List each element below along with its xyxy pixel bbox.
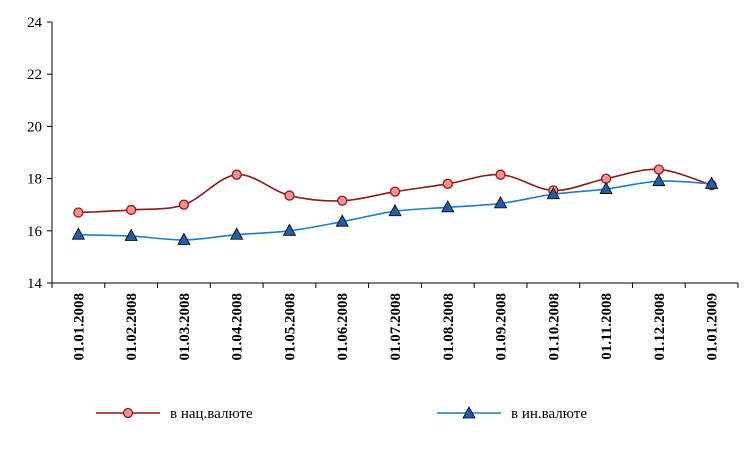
y-tick-label: 14 [27, 276, 43, 292]
data-point [441, 199, 455, 213]
data-point [495, 169, 506, 180]
data-point [178, 199, 190, 210]
y-tick-label: 24 [27, 15, 43, 31]
data-point [599, 181, 613, 194]
data-point [704, 176, 719, 189]
data-point [546, 186, 560, 200]
data-point [282, 223, 297, 236]
x-tick-label: 01.01.2009 [705, 293, 721, 361]
y-tick-label: 16 [27, 224, 43, 240]
x-tick-label: 01.08.2008 [441, 293, 457, 361]
x-tick-label: 01.03.2008 [177, 293, 193, 361]
x-axis-ticks: 01.01.2008 01.02.2008 01.03.2008 01.04.2008… [51, 283, 739, 361]
data-point [493, 196, 508, 209]
x-tick-label: 01.01.2008 [71, 293, 87, 361]
x-tick-label: 01.02.2008 [124, 293, 140, 361]
legend-item-0: в нац.валюте [96, 406, 253, 422]
x-tick-label: 01.11.2008 [599, 293, 615, 360]
x-tick-label: 01.10.2008 [546, 293, 562, 361]
data-point [231, 169, 242, 180]
data-point [388, 203, 402, 217]
y-tick-label: 22 [27, 67, 42, 83]
data-point [335, 214, 349, 227]
data-point [442, 178, 453, 189]
legend-item-1: в ин.валюте [437, 406, 587, 422]
x-tick-label: 01.07.2008 [388, 293, 404, 361]
data-point [177, 232, 191, 245]
y-axis-ticks: 14 16 18 20 22 24 [27, 15, 52, 292]
x-tick-label: 01.06.2008 [335, 293, 351, 361]
legend-label-0: в нац.валюте [170, 406, 253, 422]
chart-series [71, 164, 719, 245]
data-point [73, 207, 84, 218]
chart-axes [51, 22, 738, 284]
data-point [230, 227, 244, 240]
x-tick-label: 01.04.2008 [230, 293, 246, 361]
data-point [71, 227, 86, 240]
x-tick-label: 01.05.2008 [282, 293, 298, 361]
data-point [124, 228, 138, 241]
data-point [389, 186, 401, 197]
chart-legend: в нац.валюте в ин.валюте [96, 406, 587, 422]
data-point [284, 190, 295, 201]
legend-label-1: в ин.валюте [511, 406, 587, 422]
data-point [337, 195, 348, 206]
y-tick-label: 18 [27, 172, 42, 188]
x-tick-label: 01.09.2008 [494, 293, 510, 361]
data-point [126, 204, 137, 216]
x-tick-label: 01.12.2008 [652, 293, 668, 361]
legend-marker-1 [462, 406, 476, 419]
y-tick-label: 20 [27, 119, 42, 135]
data-point [652, 173, 666, 187]
legend-marker-0 [122, 407, 134, 419]
data-point [653, 164, 664, 175]
